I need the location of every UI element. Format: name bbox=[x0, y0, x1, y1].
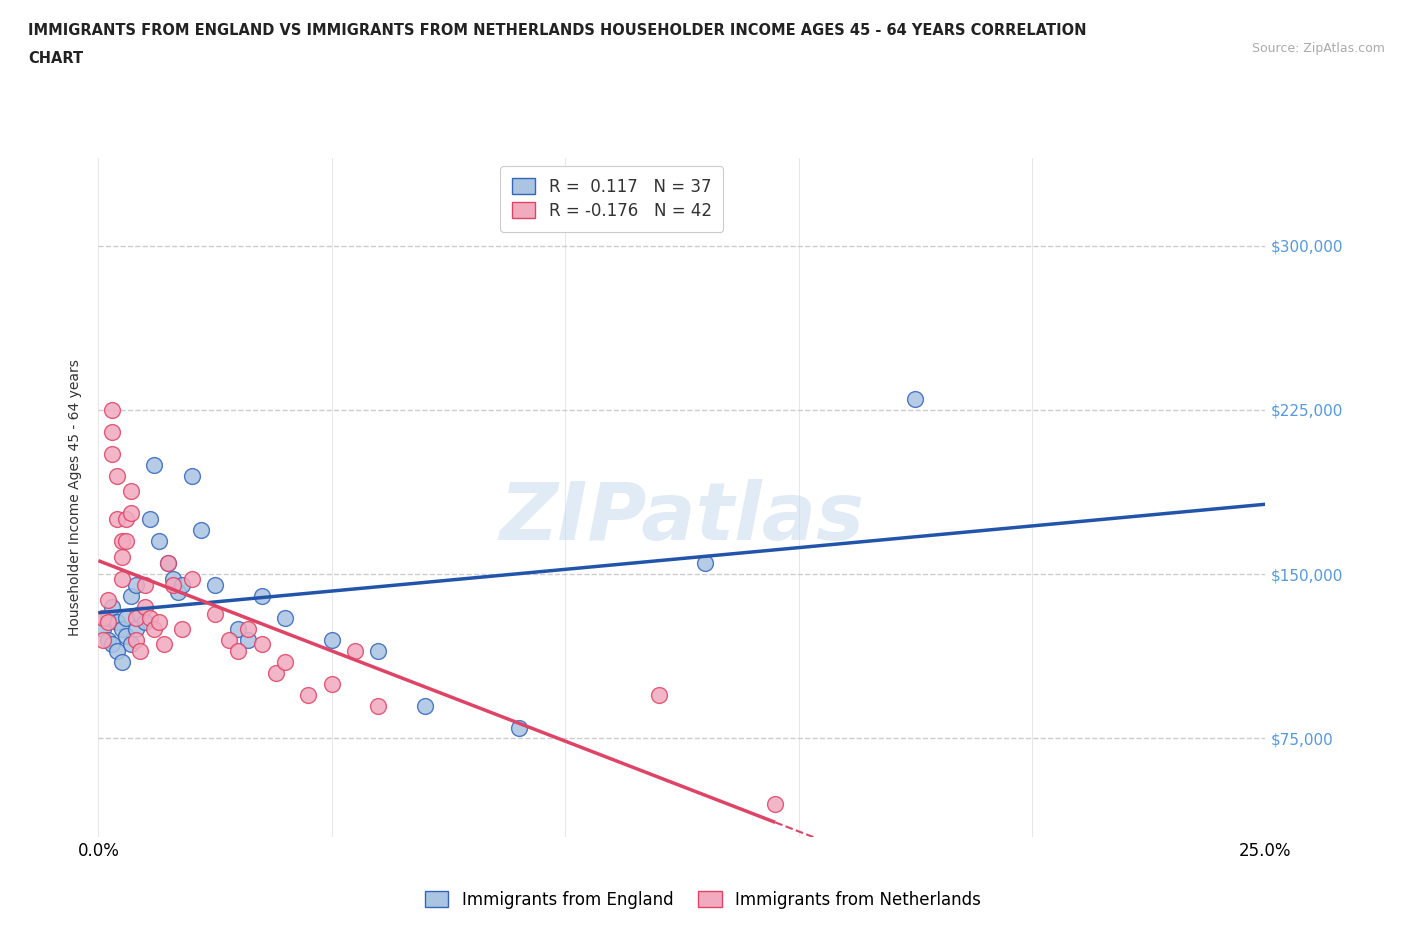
Point bbox=[105, 644, 128, 658]
Point bbox=[413, 698, 436, 713]
Point bbox=[111, 534, 134, 549]
Point bbox=[695, 556, 717, 571]
Point bbox=[105, 512, 128, 527]
Text: CHART: CHART bbox=[28, 51, 83, 66]
Point bbox=[274, 611, 297, 626]
Point bbox=[647, 687, 669, 702]
Point bbox=[172, 578, 194, 592]
Point bbox=[97, 615, 120, 630]
Point bbox=[115, 611, 138, 626]
Point bbox=[236, 621, 259, 636]
Point bbox=[105, 615, 128, 630]
Point bbox=[111, 571, 134, 586]
Point bbox=[101, 424, 124, 439]
Point bbox=[367, 644, 389, 658]
Point bbox=[152, 637, 174, 652]
Point bbox=[904, 392, 927, 406]
Point bbox=[228, 644, 250, 658]
Point bbox=[125, 611, 148, 626]
Point bbox=[134, 600, 156, 615]
Point bbox=[143, 621, 166, 636]
Point bbox=[148, 615, 170, 630]
Point bbox=[120, 484, 142, 498]
Point bbox=[101, 446, 124, 461]
Legend: Immigrants from England, Immigrants from Netherlands: Immigrants from England, Immigrants from… bbox=[416, 883, 990, 917]
Point bbox=[125, 578, 148, 592]
Point bbox=[162, 571, 184, 586]
Point bbox=[91, 621, 114, 636]
Point bbox=[139, 611, 162, 626]
Point bbox=[264, 665, 287, 680]
Legend: R =  0.117   N = 37, R = -0.176   N = 42: R = 0.117 N = 37, R = -0.176 N = 42 bbox=[501, 166, 724, 232]
Point bbox=[120, 637, 142, 652]
Point bbox=[97, 632, 120, 647]
Point bbox=[91, 611, 114, 626]
Point bbox=[250, 637, 273, 652]
Point bbox=[111, 655, 134, 670]
Point bbox=[172, 621, 194, 636]
Point bbox=[143, 458, 166, 472]
Point bbox=[508, 720, 530, 735]
Point bbox=[101, 403, 124, 418]
Point bbox=[236, 632, 259, 647]
Text: IMMIGRANTS FROM ENGLAND VS IMMIGRANTS FROM NETHERLANDS HOUSEHOLDER INCOME AGES 4: IMMIGRANTS FROM ENGLAND VS IMMIGRANTS FR… bbox=[28, 23, 1087, 38]
Point bbox=[204, 606, 226, 621]
Point bbox=[125, 621, 148, 636]
Point bbox=[129, 644, 152, 658]
Point bbox=[228, 621, 250, 636]
Point bbox=[111, 621, 134, 636]
Point bbox=[148, 534, 170, 549]
Text: Source: ZipAtlas.com: Source: ZipAtlas.com bbox=[1251, 42, 1385, 55]
Point bbox=[166, 584, 188, 599]
Point bbox=[115, 628, 138, 643]
Point bbox=[204, 578, 226, 592]
Point bbox=[101, 637, 124, 652]
Point bbox=[129, 606, 152, 621]
Point bbox=[180, 571, 202, 586]
Point bbox=[125, 632, 148, 647]
Point bbox=[115, 512, 138, 527]
Point bbox=[120, 589, 142, 604]
Point bbox=[139, 512, 162, 527]
Point bbox=[134, 615, 156, 630]
Point bbox=[157, 556, 180, 571]
Point bbox=[344, 644, 367, 658]
Point bbox=[115, 534, 138, 549]
Point bbox=[162, 578, 184, 592]
Point bbox=[250, 589, 273, 604]
Point bbox=[763, 797, 786, 812]
Point bbox=[190, 523, 212, 538]
Point bbox=[297, 687, 319, 702]
Y-axis label: Householder Income Ages 45 - 64 years: Householder Income Ages 45 - 64 years bbox=[69, 359, 83, 636]
Text: ZIPatlas: ZIPatlas bbox=[499, 479, 865, 557]
Point bbox=[367, 698, 389, 713]
Point bbox=[97, 593, 120, 608]
Point bbox=[91, 632, 114, 647]
Point bbox=[105, 468, 128, 483]
Point bbox=[97, 611, 120, 626]
Point bbox=[321, 632, 343, 647]
Point bbox=[157, 556, 180, 571]
Point bbox=[218, 632, 240, 647]
Point bbox=[321, 676, 343, 691]
Point bbox=[134, 578, 156, 592]
Point bbox=[101, 600, 124, 615]
Point bbox=[180, 468, 202, 483]
Point bbox=[274, 655, 297, 670]
Point bbox=[120, 505, 142, 520]
Point bbox=[111, 550, 134, 565]
